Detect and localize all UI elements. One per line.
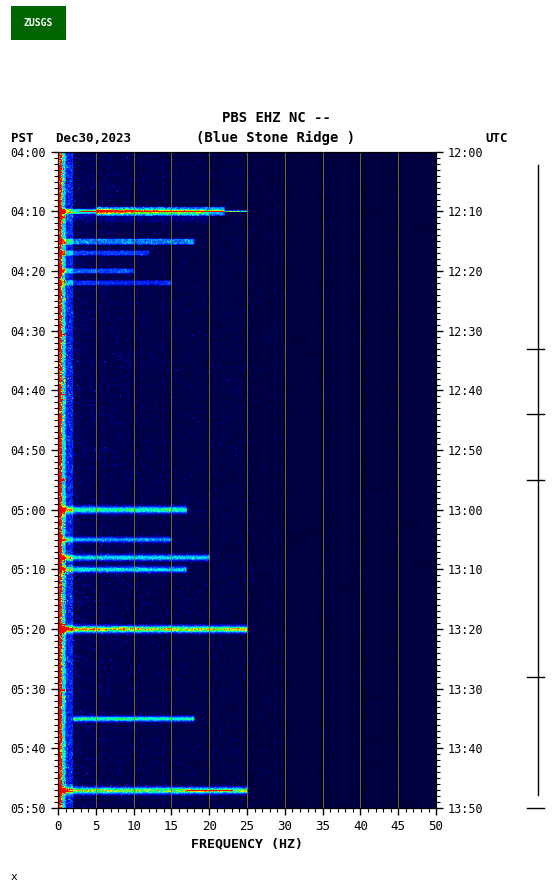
Text: PST   Dec30,2023: PST Dec30,2023 xyxy=(11,131,131,145)
Text: (Blue Stone Ridge ): (Blue Stone Ridge ) xyxy=(197,130,355,145)
Text: PBS EHZ NC --: PBS EHZ NC -- xyxy=(221,111,331,125)
Text: ZUSGS: ZUSGS xyxy=(24,18,54,29)
X-axis label: FREQUENCY (HZ): FREQUENCY (HZ) xyxy=(191,837,303,850)
Text: x: x xyxy=(11,872,18,882)
Text: UTC: UTC xyxy=(486,131,508,145)
